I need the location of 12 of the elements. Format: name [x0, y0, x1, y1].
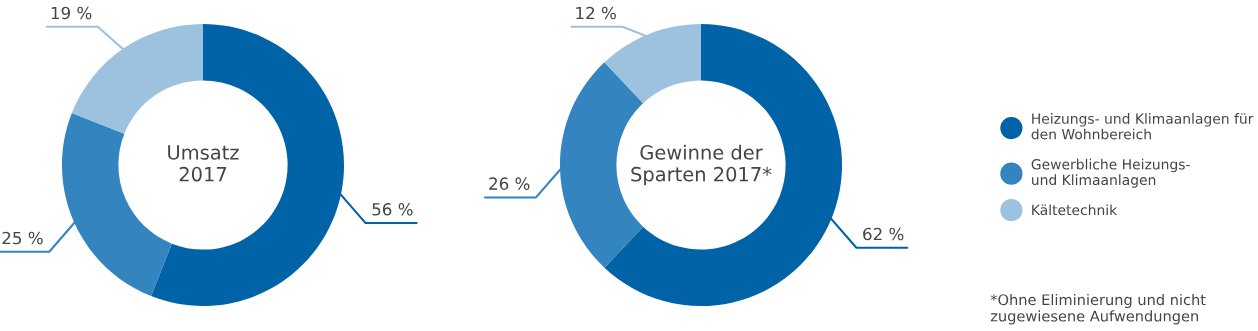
data-label: 25 % — [2, 231, 43, 245]
text: Gewinne der Sparten 2017* — [631, 144, 772, 186]
data-label: 12 % — [576, 6, 616, 20]
legend-label: Gewerbliche Heizungs- und Klimaanlagen — [1031, 158, 1190, 188]
data-label: 26 % — [489, 177, 530, 190]
data-label: 19 % — [51, 6, 92, 20]
data-label: 62 % — [863, 227, 904, 241]
legend-label: Heizungs- und Klimaanlagen für den Wohnbereich — [1031, 113, 1254, 140]
text: *Ohne Eliminierung und nicht zugewiesene Aufwendungen — [990, 293, 1206, 325]
data-label: 56 % — [372, 203, 413, 216]
text: Umsatz 2017 — [168, 145, 239, 182]
legend-label: Kältetechnik — [1032, 204, 1118, 216]
